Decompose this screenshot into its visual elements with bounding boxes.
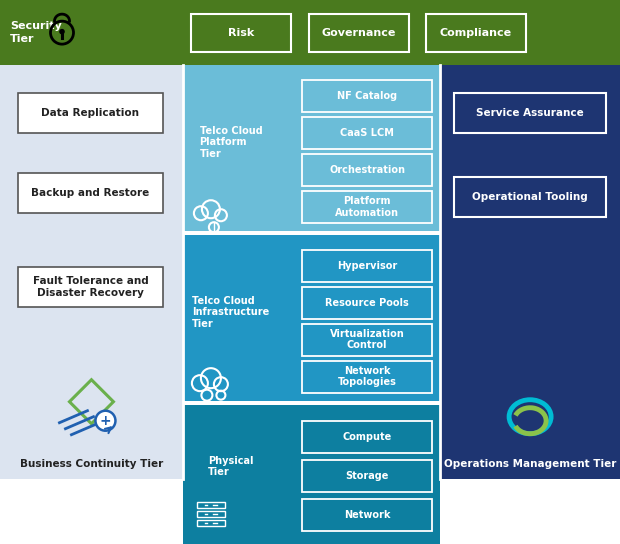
Text: Platform
Automation: Platform Automation xyxy=(335,196,399,218)
Text: Physical
Tier: Physical Tier xyxy=(208,456,254,478)
Bar xyxy=(440,0,620,479)
Text: Service Assurance: Service Assurance xyxy=(476,108,584,118)
Text: Telco Cloud
Platform
Tier: Telco Cloud Platform Tier xyxy=(200,126,262,159)
Bar xyxy=(454,177,606,217)
Bar xyxy=(302,324,432,356)
Text: CaaS LCM: CaaS LCM xyxy=(340,128,394,138)
Text: Data Replication: Data Replication xyxy=(42,108,140,118)
Bar xyxy=(302,80,432,112)
Text: Backup and Restore: Backup and Restore xyxy=(32,188,149,198)
Text: Hypervisor: Hypervisor xyxy=(337,261,397,271)
Bar xyxy=(197,502,225,508)
Bar xyxy=(183,405,440,544)
Text: Virtualization
Control: Virtualization Control xyxy=(330,329,405,350)
Text: Storage: Storage xyxy=(345,471,389,480)
Text: Orchestration: Orchestration xyxy=(329,165,405,175)
Text: Network: Network xyxy=(344,510,391,520)
Text: NF Catalog: NF Catalog xyxy=(337,91,397,101)
Circle shape xyxy=(95,411,115,431)
Bar xyxy=(302,421,432,453)
Text: +: + xyxy=(100,414,111,428)
Bar xyxy=(183,235,440,401)
Text: Business Continuity Tier: Business Continuity Tier xyxy=(20,459,163,469)
Text: Network
Topologies: Network Topologies xyxy=(338,366,397,387)
Text: Compliance: Compliance xyxy=(440,28,512,38)
Bar xyxy=(454,93,606,133)
Bar xyxy=(197,511,225,517)
Text: Compute: Compute xyxy=(343,431,392,442)
Bar xyxy=(191,14,291,52)
Text: Telco Cloud
Infrastructure
Tier: Telco Cloud Infrastructure Tier xyxy=(192,295,270,329)
Text: Operations Management Tier: Operations Management Tier xyxy=(444,459,616,469)
Bar xyxy=(18,93,163,133)
Bar xyxy=(183,65,440,231)
Bar xyxy=(0,0,620,65)
Bar xyxy=(18,267,163,307)
Bar xyxy=(0,0,183,479)
Text: Fault Tolerance and
Disaster Recovery: Fault Tolerance and Disaster Recovery xyxy=(33,276,148,298)
Bar xyxy=(302,287,432,319)
Bar xyxy=(302,361,432,393)
Bar xyxy=(302,460,432,492)
Circle shape xyxy=(59,29,65,34)
Text: Governance: Governance xyxy=(322,28,396,38)
Text: Security
Tier: Security Tier xyxy=(10,21,62,44)
Bar xyxy=(18,174,163,213)
Bar xyxy=(302,154,432,186)
Text: Risk: Risk xyxy=(228,28,254,38)
Bar xyxy=(302,191,432,222)
Text: Operational Tooling: Operational Tooling xyxy=(472,192,588,202)
Bar xyxy=(302,498,432,530)
Bar xyxy=(197,520,225,526)
Bar xyxy=(302,250,432,282)
Text: Resource Pools: Resource Pools xyxy=(326,298,409,308)
Bar xyxy=(426,14,526,52)
Bar xyxy=(309,14,409,52)
Bar xyxy=(302,117,432,149)
